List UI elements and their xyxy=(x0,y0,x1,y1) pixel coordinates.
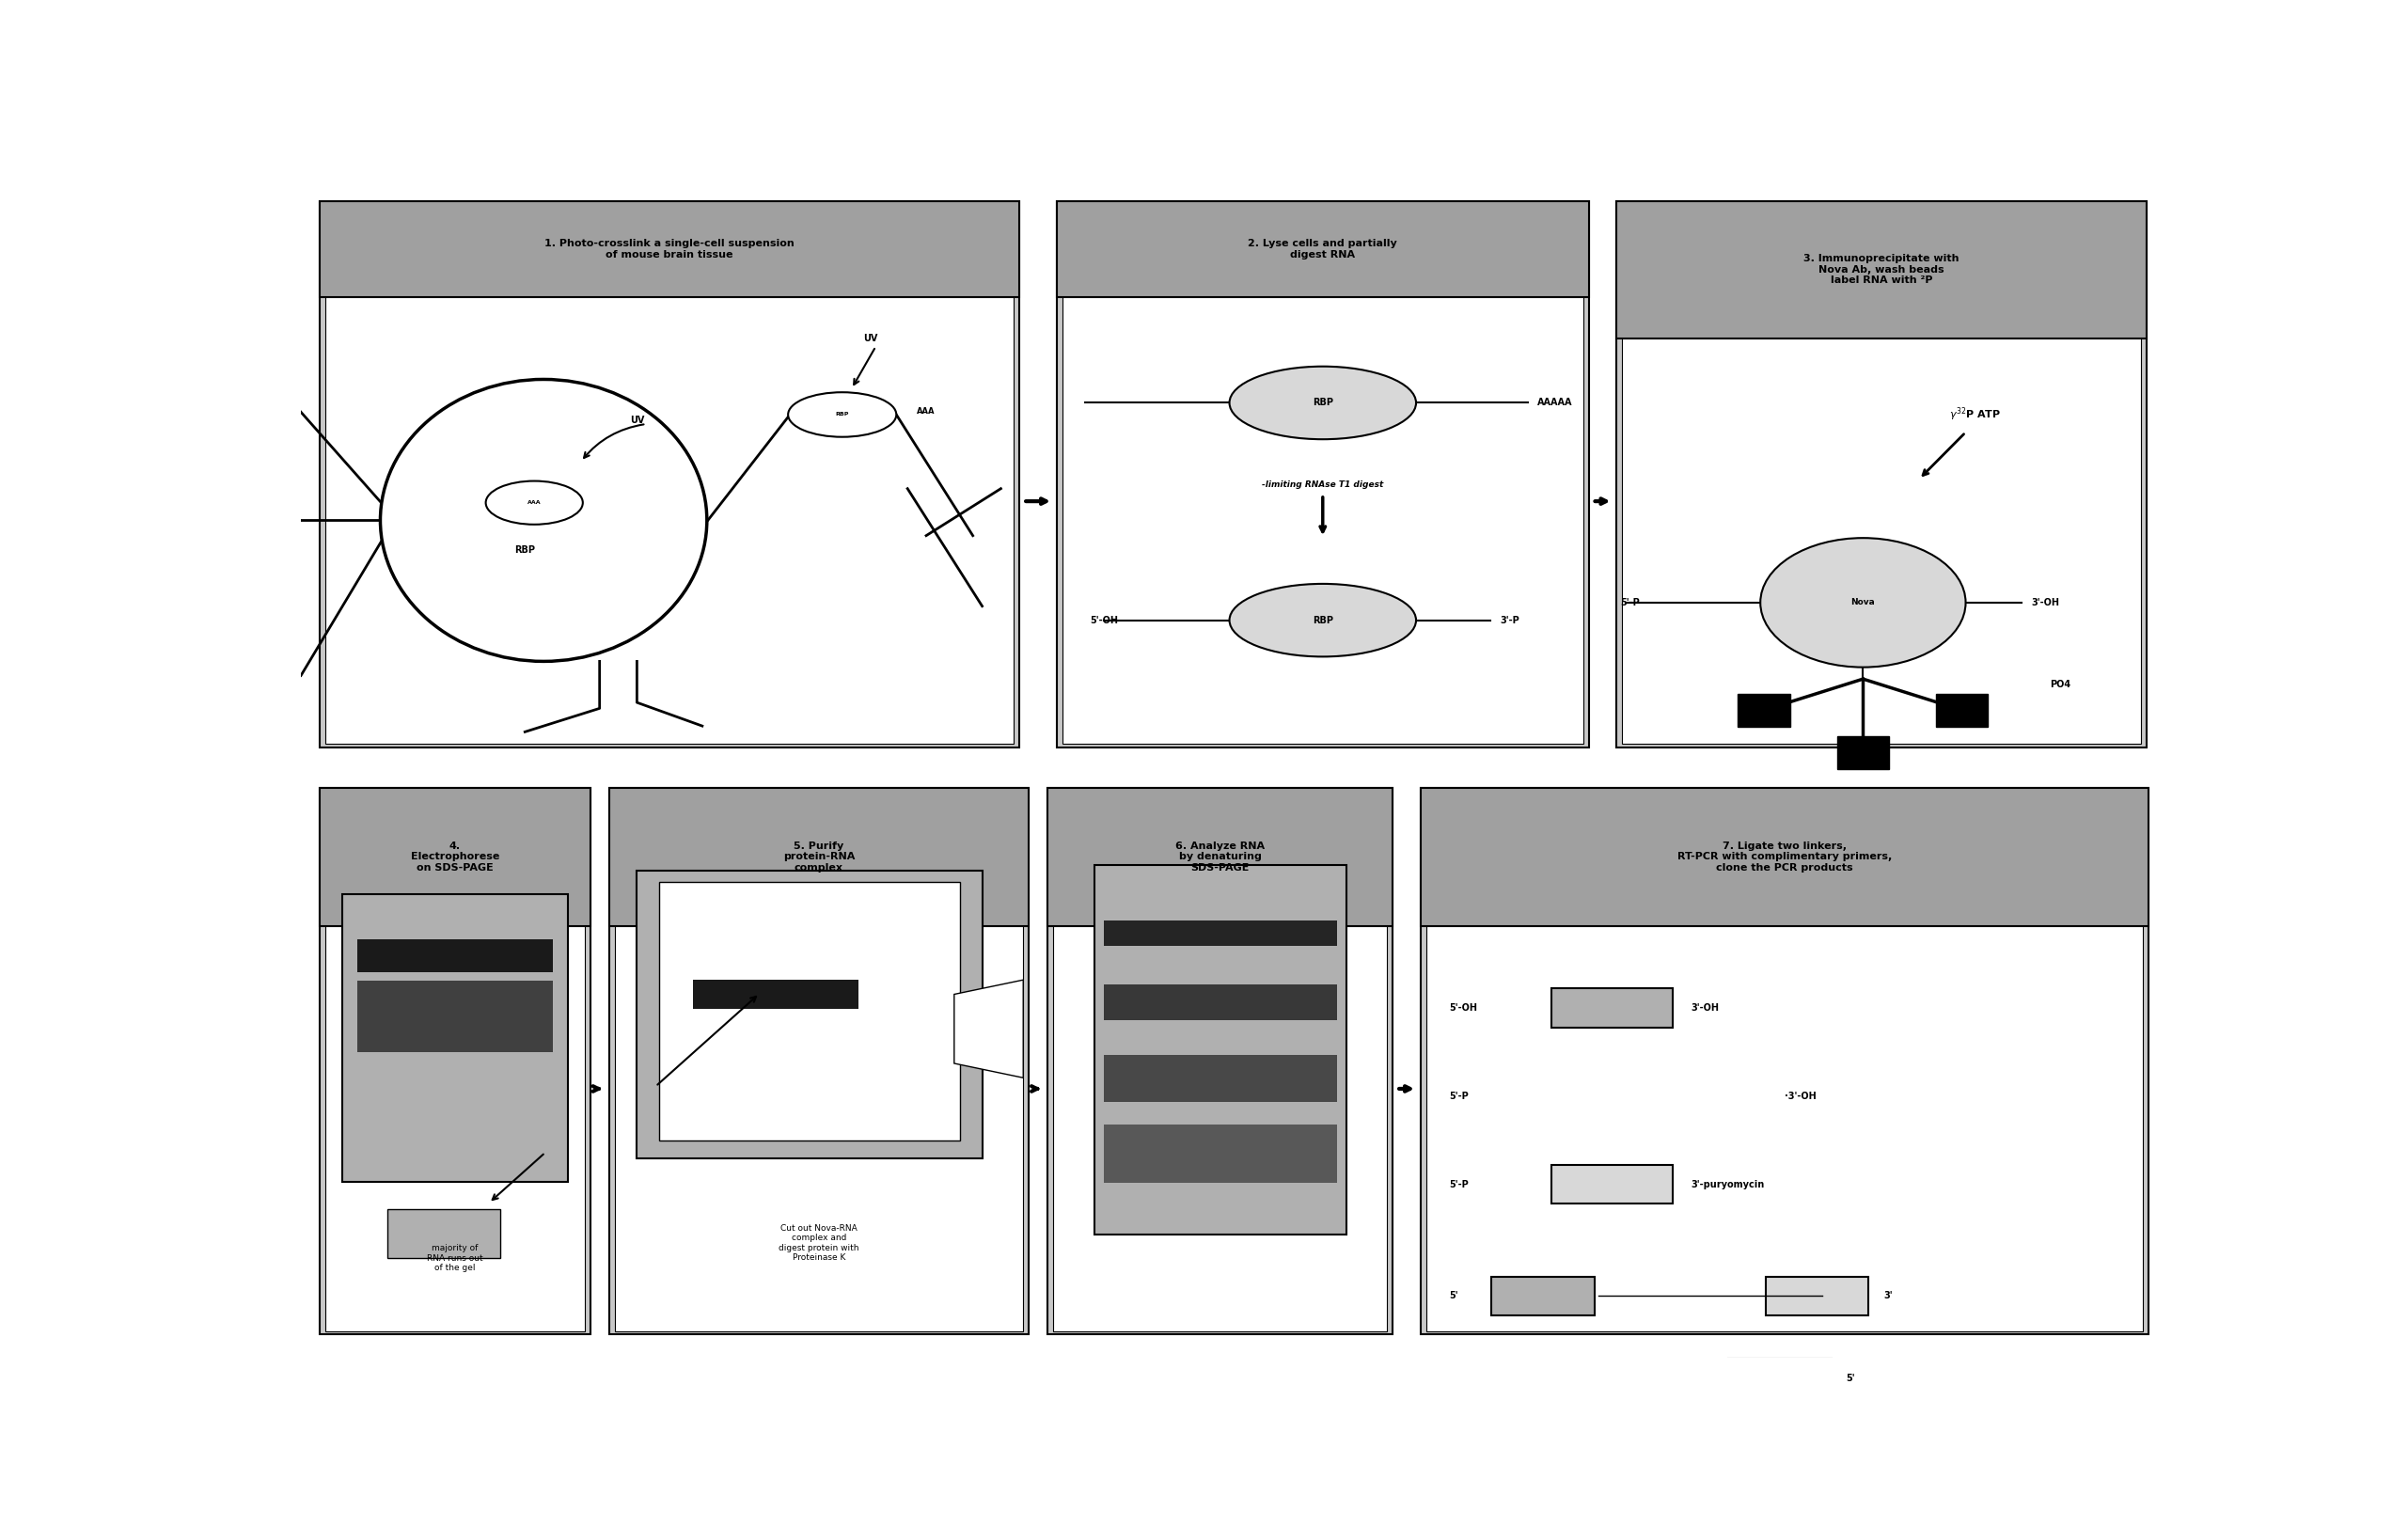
Text: RBP: RBP xyxy=(1312,398,1334,407)
FancyBboxPatch shape xyxy=(320,201,1019,298)
Text: UV: UV xyxy=(628,415,645,426)
Ellipse shape xyxy=(1230,366,1416,439)
Text: Nova: Nova xyxy=(1852,598,1876,607)
Text: 3'-OH: 3'-OH xyxy=(2030,598,2059,607)
Text: RBP: RBP xyxy=(515,545,535,554)
Text: UV: UV xyxy=(862,334,877,343)
FancyBboxPatch shape xyxy=(609,789,1028,1335)
Text: 5'-P: 5'-P xyxy=(1621,598,1640,607)
FancyBboxPatch shape xyxy=(1093,865,1346,1235)
FancyBboxPatch shape xyxy=(1729,1358,1832,1398)
Text: 2. Lyse cells and partially
digest RNA: 2. Lyse cells and partially digest RNA xyxy=(1247,238,1397,259)
Text: 6. Analyze RNA
by denaturing
SDS-PAGE: 6. Analyze RNA by denaturing SDS-PAGE xyxy=(1175,841,1264,873)
Ellipse shape xyxy=(486,481,583,525)
FancyBboxPatch shape xyxy=(1936,694,1989,728)
Text: 7. Ligate two linkers,
RT-PCR with complimentary primers,
clone the PCR products: 7. Ligate two linkers, RT-PCR with compl… xyxy=(1678,841,1893,873)
FancyBboxPatch shape xyxy=(1551,1164,1674,1204)
FancyBboxPatch shape xyxy=(609,789,1028,926)
Text: 5'-P: 5'-P xyxy=(1450,1091,1469,1100)
FancyBboxPatch shape xyxy=(1623,339,2141,743)
FancyBboxPatch shape xyxy=(1057,201,1589,748)
Text: 4.
Electrophorese
on SDS-PAGE: 4. Electrophorese on SDS-PAGE xyxy=(412,841,498,873)
FancyBboxPatch shape xyxy=(1103,1125,1336,1183)
FancyBboxPatch shape xyxy=(1062,298,1582,743)
Text: $\gamma^{32}$P ATP: $\gamma^{32}$P ATP xyxy=(1948,406,2001,423)
Polygon shape xyxy=(954,980,1023,1077)
FancyBboxPatch shape xyxy=(636,870,982,1158)
FancyBboxPatch shape xyxy=(1765,1276,1869,1315)
FancyBboxPatch shape xyxy=(320,789,590,926)
Text: 5'-OH: 5'-OH xyxy=(1450,1003,1476,1013)
Text: Cut out Nova-RNA
complex and
digest protein with
Proteinase K: Cut out Nova-RNA complex and digest prot… xyxy=(778,1224,860,1262)
Text: majority of
RNA runs out
of the gel: majority of RNA runs out of the gel xyxy=(426,1244,484,1273)
Text: 3'-P: 3'-P xyxy=(1500,615,1519,626)
Text: 3. Immunoprecipitate with
Nova Ab, wash beads
label RNA with ²P: 3. Immunoprecipitate with Nova Ab, wash … xyxy=(1804,253,1960,285)
FancyBboxPatch shape xyxy=(325,298,1014,743)
FancyBboxPatch shape xyxy=(1426,926,2143,1331)
FancyBboxPatch shape xyxy=(1047,789,1392,1335)
FancyBboxPatch shape xyxy=(356,938,554,972)
Text: 5'-OH: 5'-OH xyxy=(1091,615,1120,626)
FancyBboxPatch shape xyxy=(614,926,1023,1331)
Text: RBP: RBP xyxy=(1312,615,1334,626)
FancyBboxPatch shape xyxy=(1837,737,1890,769)
FancyBboxPatch shape xyxy=(1421,789,2148,926)
FancyBboxPatch shape xyxy=(1421,789,2148,1335)
Text: PO4: PO4 xyxy=(2049,681,2071,690)
Text: AAAAA: AAAAA xyxy=(1536,398,1572,407)
Text: ·3'-OH: ·3'-OH xyxy=(1784,1091,1816,1100)
Ellipse shape xyxy=(380,380,708,661)
FancyBboxPatch shape xyxy=(694,980,860,1009)
FancyBboxPatch shape xyxy=(356,980,554,1053)
FancyBboxPatch shape xyxy=(1616,201,2146,748)
Text: 5. Purify
protein-RNA
complex: 5. Purify protein-RNA complex xyxy=(783,841,855,873)
Text: 1. Photo-crosslink a single-cell suspension
of mouse brain tissue: 1. Photo-crosslink a single-cell suspens… xyxy=(544,238,795,259)
FancyBboxPatch shape xyxy=(1616,201,2146,339)
FancyBboxPatch shape xyxy=(1057,201,1589,298)
FancyBboxPatch shape xyxy=(1739,694,1789,728)
FancyBboxPatch shape xyxy=(1052,926,1387,1331)
Text: RBP: RBP xyxy=(836,412,850,417)
Ellipse shape xyxy=(787,392,896,436)
FancyBboxPatch shape xyxy=(388,1209,501,1259)
FancyBboxPatch shape xyxy=(1103,1054,1336,1102)
FancyBboxPatch shape xyxy=(342,894,568,1181)
Circle shape xyxy=(1760,539,1965,667)
Text: -limiting RNAse T1 digest: -limiting RNAse T1 digest xyxy=(1262,481,1385,490)
FancyBboxPatch shape xyxy=(1103,984,1336,1019)
FancyBboxPatch shape xyxy=(1491,1276,1594,1315)
FancyBboxPatch shape xyxy=(320,201,1019,748)
Text: 3'-puryomycin: 3'-puryomycin xyxy=(1690,1180,1765,1189)
FancyBboxPatch shape xyxy=(320,789,590,1335)
FancyBboxPatch shape xyxy=(1047,789,1392,926)
FancyBboxPatch shape xyxy=(325,926,585,1331)
FancyBboxPatch shape xyxy=(660,882,961,1141)
Text: 3'-OH: 3'-OH xyxy=(1690,1003,1719,1013)
FancyBboxPatch shape xyxy=(1103,920,1336,946)
Text: 5': 5' xyxy=(1847,1373,1854,1383)
Ellipse shape xyxy=(1230,584,1416,656)
Text: AAA: AAA xyxy=(917,407,934,415)
Text: 5': 5' xyxy=(1450,1291,1457,1300)
Text: 3': 3' xyxy=(1883,1291,1893,1300)
Text: 5'-P: 5'-P xyxy=(1450,1180,1469,1189)
FancyBboxPatch shape xyxy=(1551,989,1674,1027)
Text: AAA: AAA xyxy=(527,501,542,505)
